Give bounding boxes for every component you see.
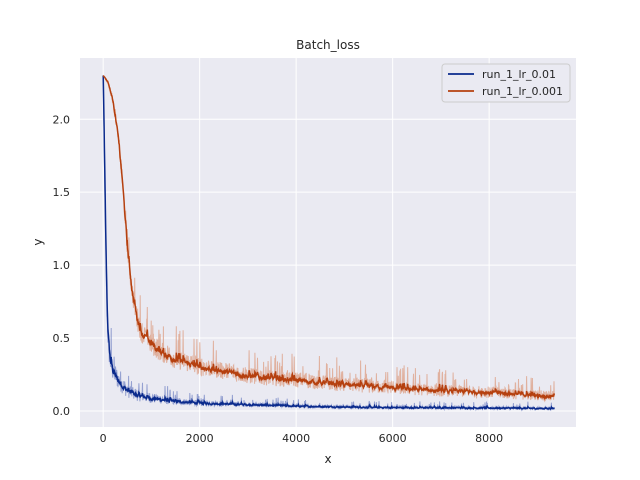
legend: run_1_lr_0.01 run_1_lr_0.001: [441, 63, 571, 103]
series-line-run_1_lr_0.01: [102, 75, 555, 411]
x-tick-label: 2000: [186, 432, 214, 445]
x-tick-label: 8000: [475, 432, 503, 445]
x-tick-label: 0: [100, 432, 107, 445]
x-axis-label: x: [324, 452, 331, 466]
y-tick-label: 0.5: [53, 332, 71, 345]
grid-lines: [80, 58, 576, 427]
plot-area: [80, 58, 576, 427]
x-tick-label: 4000: [282, 432, 310, 445]
y-axis-ticks: 0.0 0.5 1.0 1.5 2.0: [53, 113, 71, 418]
x-tick-label: 6000: [379, 432, 407, 445]
y-tick-label: 1.5: [53, 186, 71, 199]
chart-title: Batch_loss: [296, 38, 360, 52]
series-line-run_1_lr_0.001: [102, 74, 556, 401]
series-lines: [102, 74, 556, 412]
legend-label-lr-0.001: run_1_lr_0.001: [482, 85, 563, 98]
y-tick-label: 2.0: [53, 113, 71, 126]
y-tick-label: 0.0: [53, 405, 71, 418]
legend-label-lr-0.01: run_1_lr_0.01: [482, 68, 556, 81]
x-axis-ticks: 0 2000 4000 6000 8000: [100, 432, 503, 445]
y-tick-label: 1.0: [53, 259, 71, 272]
y-axis-label: y: [31, 238, 45, 245]
